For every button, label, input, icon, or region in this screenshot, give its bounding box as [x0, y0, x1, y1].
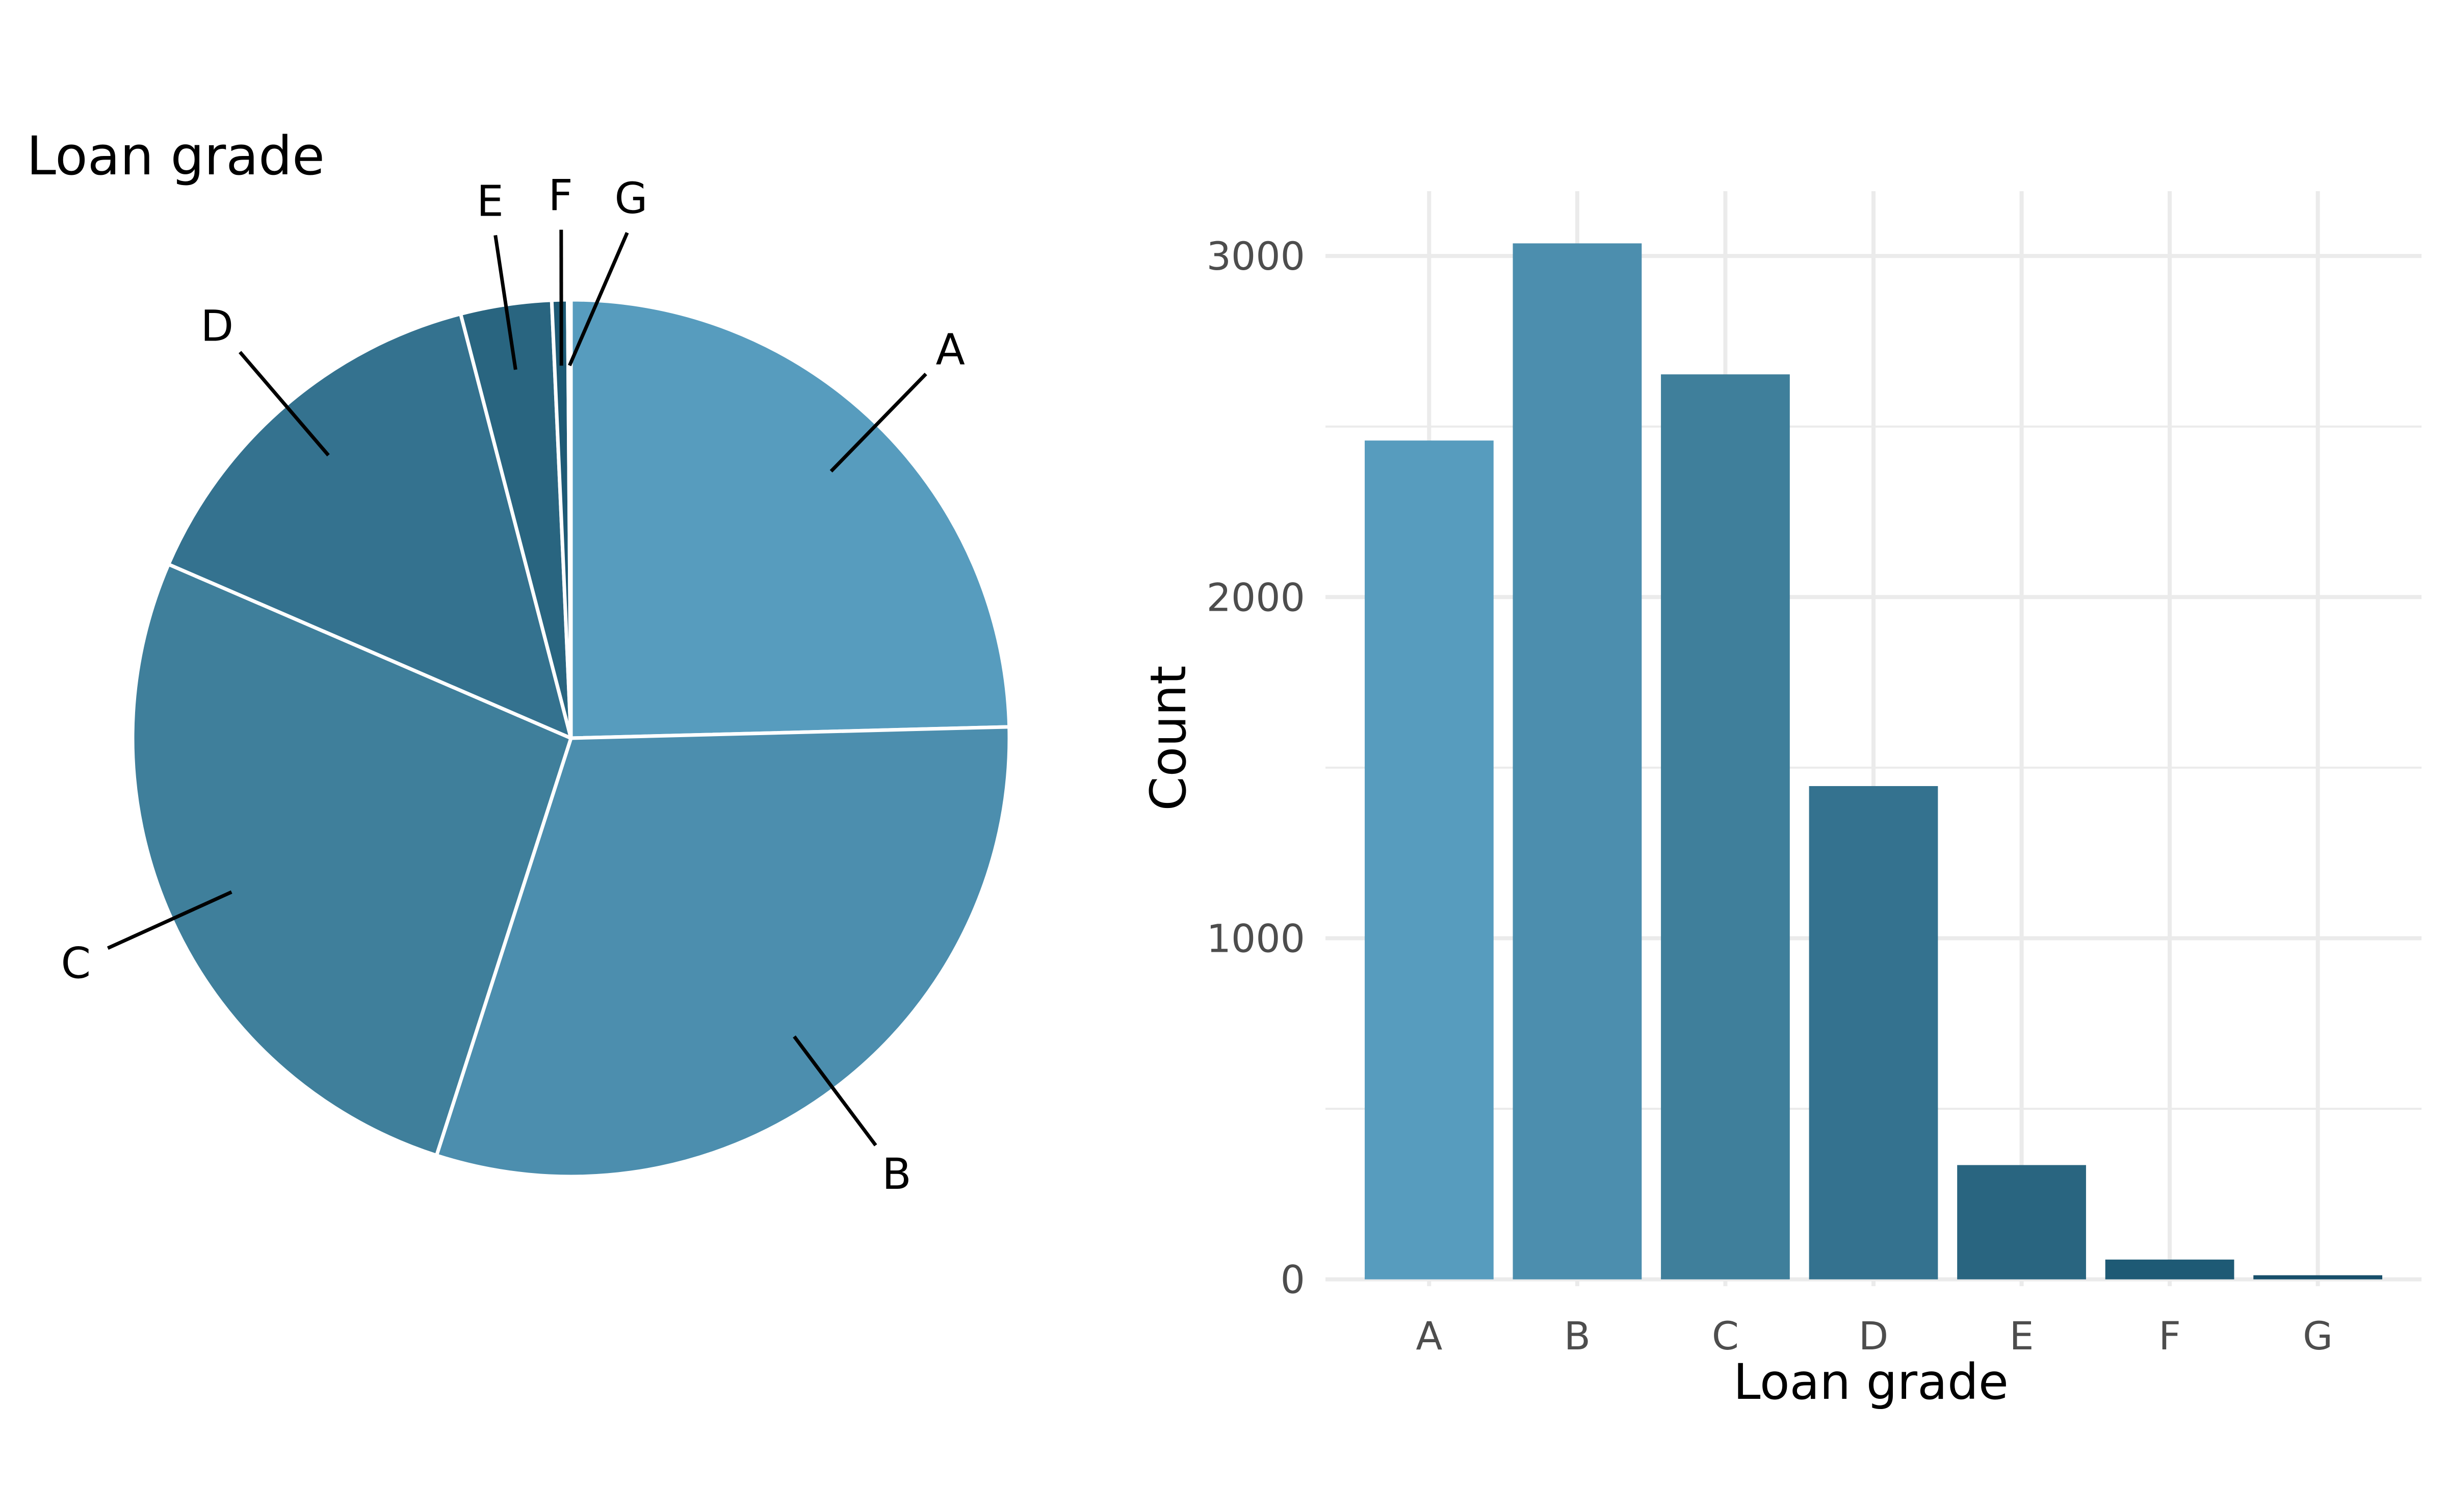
y-axis-label: Count [1140, 665, 1197, 811]
x-tick-label-e: E [2010, 1313, 2034, 1359]
y-tick-label-0: 0 [1281, 1257, 1305, 1302]
x-tick-label-c: C [1712, 1313, 1739, 1359]
pie-label-e: E [477, 176, 504, 226]
x-tick-label-f: F [2158, 1313, 2181, 1359]
bar-f [2105, 1259, 2234, 1280]
pie-labels: A B C D E F G [61, 170, 965, 1199]
y-tick-label-1000: 1000 [1207, 916, 1305, 961]
bar-e [1957, 1165, 2086, 1280]
pie-chart: Loan grade A B C D E F G [27, 125, 1011, 1199]
pie-label-b: B [882, 1149, 912, 1199]
bar-b [1513, 243, 1642, 1280]
y-tick-labels: 0 1000 2000 3000 [1207, 233, 1305, 1302]
bar-a [1364, 440, 1494, 1280]
x-tick-label-b: B [1564, 1313, 1591, 1359]
x-tick-labels: A B C D E F G [1416, 1313, 2333, 1359]
pie-slice-g [566, 298, 573, 740]
pie-leader-line-g [568, 232, 629, 367]
bar-d [1809, 786, 1938, 1280]
pie-leader-line-e [493, 234, 517, 370]
pie-leader-line-a [829, 373, 927, 473]
bar-chart: 0 1000 2000 3000 A B C D E F G Loan grade Count [1140, 191, 2422, 1411]
pie-label-f: F [548, 170, 572, 220]
bar-series [1364, 243, 2383, 1280]
pie-label-a: A [936, 324, 965, 374]
pie-title: Loan grade [27, 125, 325, 187]
pie-leader-line-b [793, 1035, 877, 1146]
bar-g [2253, 1275, 2383, 1280]
y-tick-label-2000: 2000 [1207, 575, 1305, 620]
pie-slices [131, 298, 1011, 1179]
pie-leader-lines [107, 229, 927, 1146]
pie-leader-line-c [107, 890, 232, 950]
y-tick-label-3000: 3000 [1207, 233, 1305, 279]
bar-c [1661, 374, 1790, 1280]
x-tick-label-d: D [1859, 1313, 1889, 1359]
pie-leader-line-d [239, 351, 330, 457]
pie-label-g: G [614, 173, 647, 223]
pie-label-d: D [201, 301, 234, 351]
x-tick-label-g: G [2303, 1313, 2333, 1359]
x-tick-label-a: A [1416, 1313, 1442, 1359]
x-axis-label: Loan grade [1733, 1353, 2009, 1411]
pie-label-c: C [61, 938, 91, 988]
